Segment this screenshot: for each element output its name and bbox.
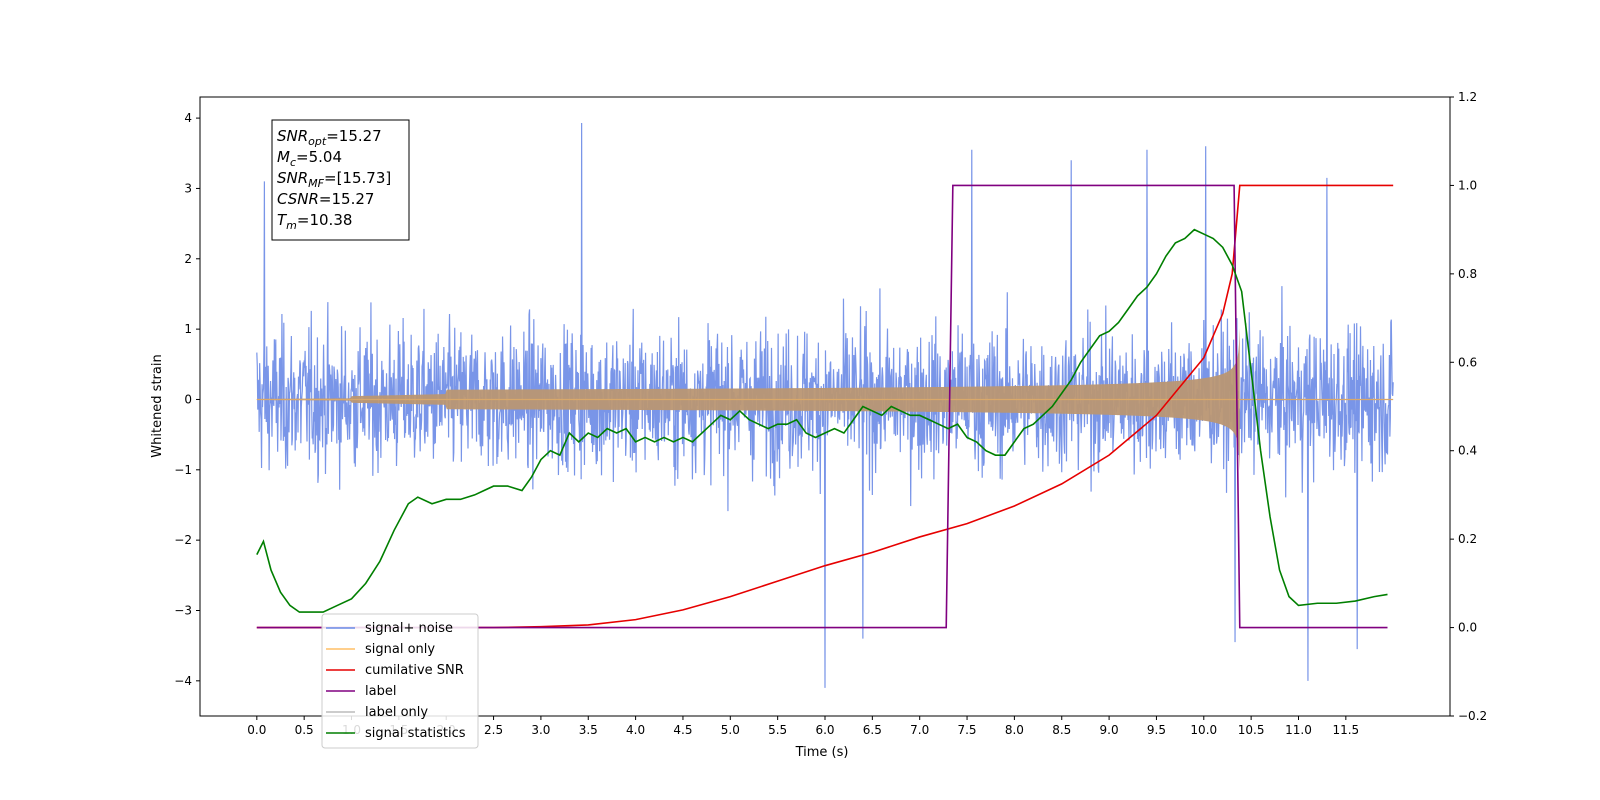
annotation-frame <box>271 119 410 241</box>
series-label <box>256 184 1388 629</box>
y-left-tick-label: −2 <box>174 533 192 547</box>
y-left-tick-label: 2 <box>184 252 192 266</box>
x-tick-label: 9.5 <box>1147 723 1166 737</box>
x-tick-label: 10.5 <box>1238 723 1265 737</box>
annotation-line: SNRopt=15.27 <box>277 127 382 148</box>
x-tick-label: 9.0 <box>1100 723 1119 737</box>
series-cumilative-snr <box>256 184 1394 629</box>
y-right-tick-label: 1.2 <box>1458 90 1477 104</box>
legend: signal+ noise signal only cumilative SNR la… <box>321 613 479 749</box>
x-tick-label: 5.5 <box>768 723 787 737</box>
series-signal-noise <box>256 123 1394 688</box>
y-left-tick-label: 1 <box>184 322 192 336</box>
x-axis-label: Time (s) <box>795 745 849 760</box>
y-right-tick-label: −0.2 <box>1458 709 1487 723</box>
y-left-tick-label: −1 <box>174 463 192 477</box>
y-left-tick-label: −4 <box>174 674 192 688</box>
y-left-tick-label: 0 <box>184 392 192 406</box>
x-tick-label: 10.0 <box>1190 723 1217 737</box>
x-tick-label: 11.5 <box>1332 723 1359 737</box>
annotation-line: Mc=5.04 <box>277 148 342 169</box>
y-left-tick-label: −3 <box>174 603 192 617</box>
y-right-tick-label: 0.8 <box>1458 267 1477 281</box>
x-tick-label: 6.5 <box>863 723 882 737</box>
x-tick-label: 4.0 <box>626 723 645 737</box>
x-tick-label: 0.5 <box>295 723 314 737</box>
x-tick-label: 11.0 <box>1285 723 1312 737</box>
legend-label: signal+ noise <box>365 621 453 636</box>
x-tick-label: 3.5 <box>579 723 598 737</box>
x-tick-label: 8.5 <box>1052 723 1071 737</box>
y-left-tick-label: 3 <box>184 181 192 195</box>
y-axis-left: 4 3 2 1 0 −1 −2 −3 −4 <box>174 111 200 688</box>
y-right-tick-label: 0.2 <box>1458 532 1477 546</box>
legend-label: signal statistics <box>365 726 466 741</box>
series-signal-statistics <box>256 228 1388 613</box>
annotation-line: SNRMF=[15.73] <box>277 169 391 190</box>
x-tick-label: 3.0 <box>531 723 550 737</box>
annotation-line: CSNR=15.27 <box>277 190 374 208</box>
y-axis-label: Whitened strain <box>150 354 165 457</box>
x-tick-label: 6.0 <box>815 723 834 737</box>
x-tick-label: 0.0 <box>247 723 266 737</box>
y-right-tick-label: 0.4 <box>1458 444 1477 458</box>
legend-label: label only <box>365 705 428 720</box>
legend-label: label <box>365 684 396 699</box>
legend-label: signal only <box>365 642 435 657</box>
y-right-tick-label: 0.6 <box>1458 355 1477 369</box>
legend-frame <box>321 613 479 749</box>
x-tick-label: 8.0 <box>1005 723 1024 737</box>
annotation-line: Tm=10.38 <box>277 211 352 232</box>
y-right-tick-label: 0.0 <box>1458 621 1477 635</box>
plot-area <box>256 123 1394 688</box>
legend-label: cumilative SNR <box>365 663 464 678</box>
annotation-box: SNRopt=15.27Mc=5.04SNRMF=[15.73]CSNR=15.… <box>271 119 410 241</box>
x-tick-label: 7.0 <box>910 723 929 737</box>
x-tick-label: 2.5 <box>484 723 503 737</box>
x-tick-label: 4.5 <box>673 723 692 737</box>
y-axis-right: 1.2 1.0 0.8 0.6 0.4 0.2 0.0 −0.2 <box>1450 90 1487 723</box>
y-left-tick-label: 4 <box>184 111 192 125</box>
x-tick-label: 5.0 <box>721 723 740 737</box>
y-right-tick-label: 1.0 <box>1458 178 1477 192</box>
x-tick-label: 7.5 <box>957 723 976 737</box>
